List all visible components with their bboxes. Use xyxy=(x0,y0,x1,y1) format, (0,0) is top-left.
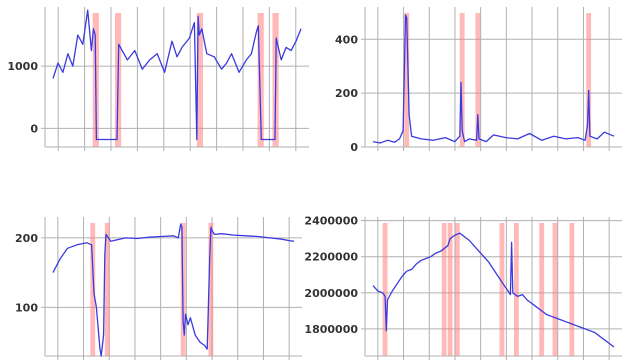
y-tick-label: 1000 xyxy=(7,60,38,73)
anomaly-band xyxy=(513,223,519,356)
anomaly-band xyxy=(552,223,558,356)
series-line xyxy=(372,232,615,348)
anomaly-band xyxy=(441,223,447,356)
y-tick-label: 1800000 xyxy=(304,323,358,336)
chart-panel-bottom-right: 1800000 2000000 2200000 2400000 xyxy=(304,215,622,360)
anomaly-band xyxy=(586,13,592,147)
chart-panel-top-left: 0 1000 xyxy=(7,7,309,151)
anomaly-band xyxy=(90,223,96,356)
anomaly-band xyxy=(459,13,465,147)
series-line xyxy=(52,223,295,357)
anomaly-band xyxy=(382,223,388,356)
anomaly-band xyxy=(454,223,460,356)
y-tick-label: 2400000 xyxy=(304,215,358,228)
series-line xyxy=(372,14,615,144)
anomaly-band xyxy=(539,223,545,356)
y-tick-label: 2000000 xyxy=(304,287,358,300)
y-tick-label: 0 xyxy=(30,122,38,135)
chart-panel-top-right: 0 200 400 xyxy=(335,7,622,154)
y-tick-label: 2200000 xyxy=(304,251,358,264)
series-line xyxy=(52,9,302,141)
y-tick-label: 400 xyxy=(335,33,358,46)
anomaly-band xyxy=(196,13,204,147)
y-tick-label: 100 xyxy=(15,301,38,314)
anomaly-band xyxy=(475,13,481,147)
anomaly-band xyxy=(499,223,505,356)
anomaly-band xyxy=(208,223,214,356)
anomaly-band xyxy=(257,13,264,147)
y-tick-label: 200 xyxy=(15,232,38,245)
anomaly-band xyxy=(447,223,453,356)
y-tick-label: 0 xyxy=(350,141,358,154)
anomaly-band xyxy=(104,223,110,356)
y-tick-label: 200 xyxy=(335,87,358,100)
anomaly-band xyxy=(404,13,410,147)
chart-panel-bottom-left: 100 200 xyxy=(15,217,302,360)
anomaly-band xyxy=(569,223,575,356)
